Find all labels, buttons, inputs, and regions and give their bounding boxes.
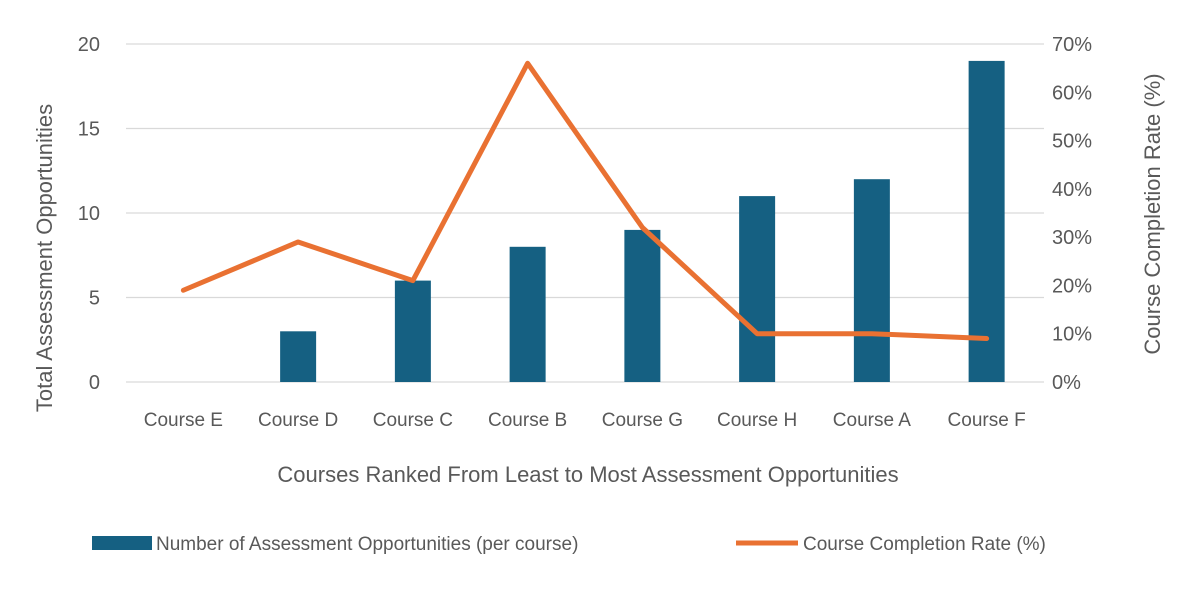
x-tick-label: Course H [717, 410, 797, 431]
y2-tick-label: 10% [1052, 324, 1092, 346]
legend-line-label: Course Completion Rate (%) [803, 534, 1046, 555]
legend-bar-swatch [92, 536, 152, 550]
x-tick-label: Course E [144, 410, 223, 431]
y2-tick-label: 50% [1052, 131, 1092, 153]
y-tick-label: 20 [78, 34, 100, 56]
x-tick-label: Course G [602, 410, 683, 431]
y2-tick-label: 0% [1052, 372, 1081, 394]
bar [510, 247, 546, 382]
x-tick-label: Course B [488, 410, 567, 431]
x-axis-title: Courses Ranked From Least to Most Assess… [277, 462, 898, 487]
category-axis-ticks: Course E Course D Course C Course B Course G… [144, 410, 1026, 431]
gridlines [126, 44, 1044, 382]
bar [969, 61, 1005, 382]
y-tick-label: 0 [89, 372, 100, 394]
y-tick-label: 5 [89, 288, 100, 310]
x-tick-label: Course F [948, 410, 1026, 431]
y2-tick-label: 20% [1052, 275, 1092, 297]
y-tick-label: 15 [78, 119, 100, 141]
bar [739, 196, 775, 382]
y2-axis-title: Course Completion Rate (%) [1140, 73, 1165, 354]
y2-tick-label: 40% [1052, 179, 1092, 201]
y-axis-title: Total Assessment Opportunities [32, 104, 57, 412]
y2-tick-label: 70% [1052, 34, 1092, 56]
left-axis-ticks: 0 5 10 15 20 [78, 34, 100, 394]
y2-tick-label: 30% [1052, 227, 1092, 249]
x-tick-label: Course A [833, 410, 911, 431]
bar [624, 230, 660, 382]
y2-tick-label: 60% [1052, 82, 1092, 104]
bar [280, 331, 316, 382]
x-tick-label: Course C [373, 410, 453, 431]
bar [854, 179, 890, 382]
legend: Number of Assessment Opportunities (per … [92, 534, 1046, 555]
x-tick-label: Course D [258, 410, 338, 431]
right-axis-ticks: 0% 10% 20% 30% 40% 50% 60% 70% [1052, 34, 1092, 394]
y-tick-label: 10 [78, 203, 100, 225]
bar [395, 281, 431, 382]
legend-bar-label: Number of Assessment Opportunities (per … [156, 534, 578, 555]
